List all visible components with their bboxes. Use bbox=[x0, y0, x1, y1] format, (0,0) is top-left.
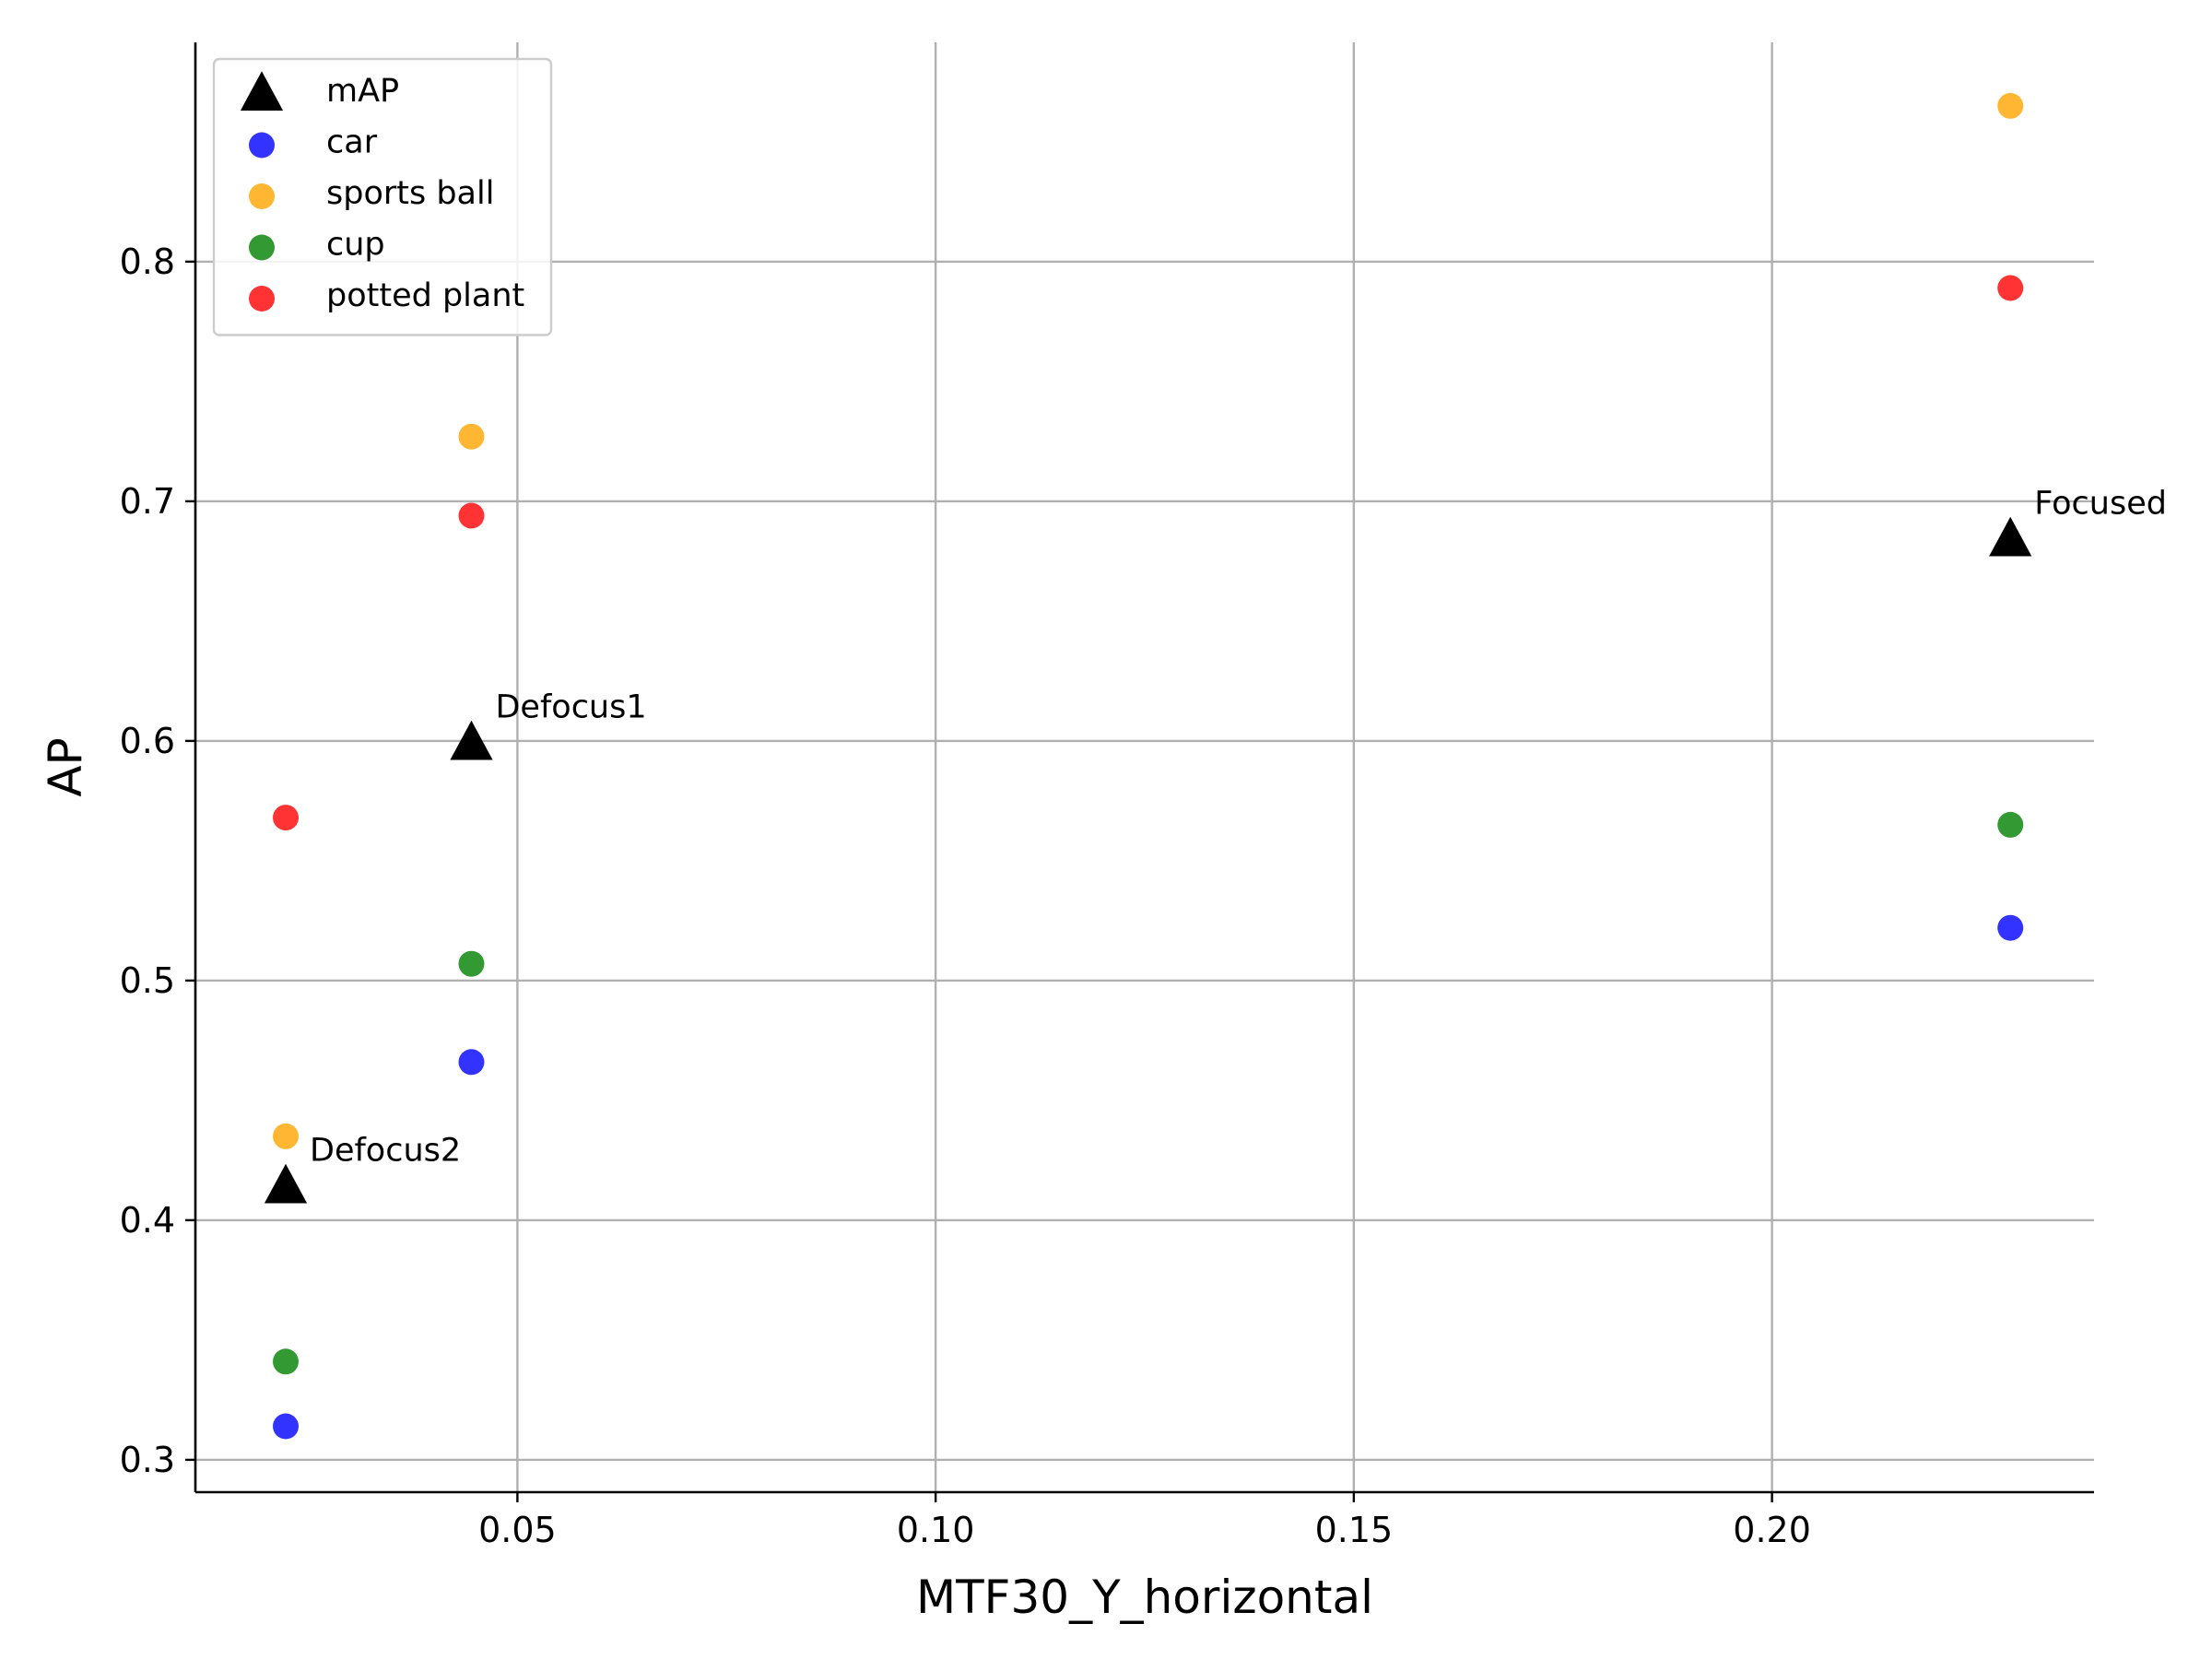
legend-label: mAP bbox=[326, 73, 399, 110]
x-tick-label: 0.10 bbox=[897, 1510, 975, 1550]
y-tick-label: 0.5 bbox=[120, 960, 175, 1001]
map-point bbox=[1989, 516, 2032, 557]
y-tick-label: 0.8 bbox=[120, 241, 175, 282]
x-tick-label: 0.05 bbox=[478, 1510, 557, 1550]
potted-plant-point bbox=[273, 805, 300, 831]
x-axis-title: MTF30_Y_horizontal bbox=[916, 1571, 1373, 1624]
y-tick-label: 0.4 bbox=[120, 1200, 175, 1241]
point-annotation: Defocus1 bbox=[495, 689, 646, 726]
legend-label: cup bbox=[326, 227, 385, 264]
y-axis-title: AP bbox=[39, 737, 92, 796]
map-point bbox=[450, 720, 493, 760]
car-point bbox=[273, 1413, 300, 1440]
legend-marker-car bbox=[249, 132, 275, 159]
x-tick-label: 0.15 bbox=[1315, 1510, 1394, 1550]
car-point bbox=[458, 1049, 485, 1076]
grid-layer bbox=[195, 42, 2094, 1492]
sports-ball-point bbox=[273, 1123, 300, 1149]
cup-point bbox=[458, 950, 485, 977]
points-layer bbox=[264, 92, 2032, 1440]
point-annotation: Defocus2 bbox=[310, 1133, 461, 1170]
legend-marker-potted-plant bbox=[249, 286, 275, 312]
potted-plant-point bbox=[458, 502, 485, 529]
map-point bbox=[264, 1163, 308, 1204]
legend-marker-sports-ball bbox=[249, 183, 275, 209]
legend-marker-map bbox=[240, 71, 284, 111]
legend: mAP car sports ball cup potted plant bbox=[212, 57, 553, 336]
sports-ball-point bbox=[458, 423, 485, 450]
legend-label: sports ball bbox=[326, 175, 494, 212]
ticks-layer: 0.05 0.10 0.15 0.20 0.3 0.4 0.5 0.6 0.7 0.8 bbox=[120, 241, 1811, 1550]
annotation-layer: Defocus2 Defocus1 Focused bbox=[310, 486, 2167, 1170]
point-annotation: Focused bbox=[2034, 486, 2167, 523]
sports-ball-point bbox=[1997, 92, 2024, 119]
legend-label: car bbox=[326, 124, 378, 161]
axes-layer bbox=[194, 42, 2094, 1494]
car-point bbox=[1997, 914, 2024, 941]
y-tick-label: 0.6 bbox=[120, 721, 175, 761]
y-tick-label: 0.7 bbox=[120, 481, 175, 522]
x-tick-label: 0.20 bbox=[1733, 1510, 1811, 1550]
potted-plant-point bbox=[1997, 275, 2024, 301]
cup-point bbox=[1997, 811, 2024, 838]
legend-marker-cup bbox=[249, 234, 275, 261]
cup-point bbox=[273, 1348, 300, 1375]
legend-label: potted plant bbox=[326, 277, 524, 314]
y-tick-label: 0.3 bbox=[120, 1440, 175, 1480]
legend-box bbox=[212, 57, 553, 336]
